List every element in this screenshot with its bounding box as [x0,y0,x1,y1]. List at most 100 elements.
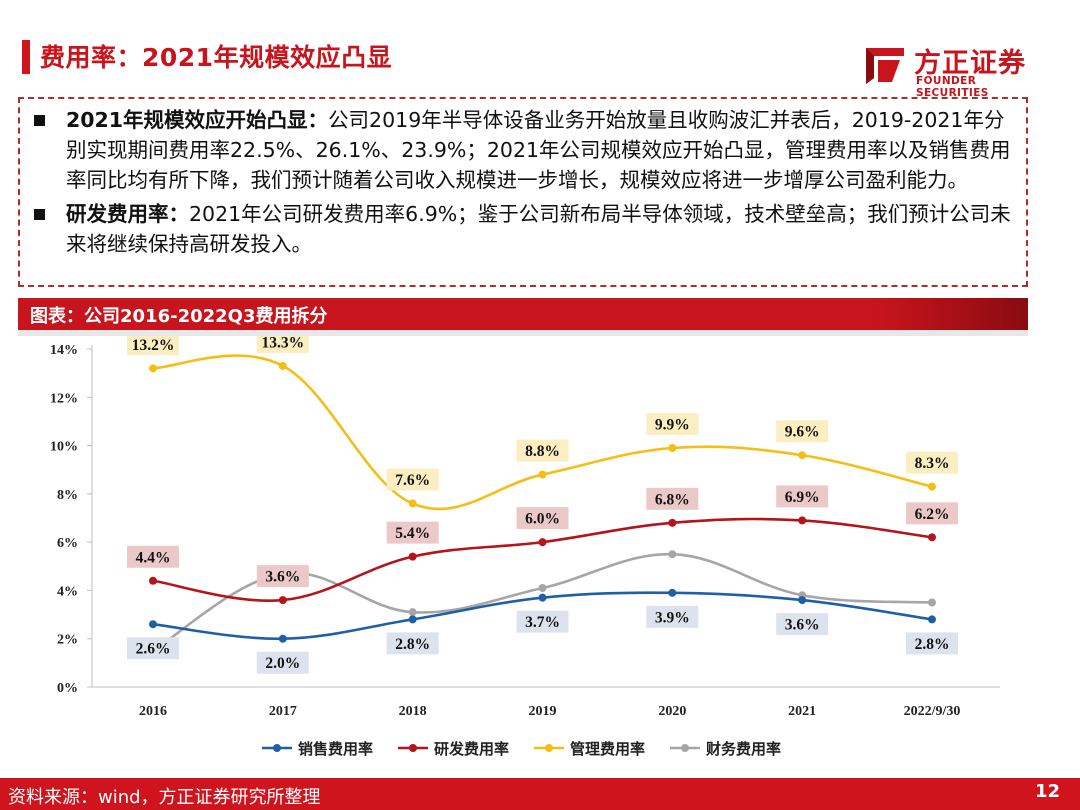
data-point-3 [408,608,417,617]
data-label-bg [256,565,309,588]
data-label: 3.6% [265,569,300,586]
data-point-2 [668,443,677,452]
data-label: 6.0% [525,511,560,528]
x-tick-label: 2016 [139,704,167,719]
data-label: 13.3% [262,336,305,351]
source-note: 资料来源：wind，方正证券研究所整理 [8,787,321,808]
data-label: 6.9% [785,489,820,506]
logo-text-cn: 方正证券 [914,48,1026,79]
data-point-3 [538,584,547,593]
chart-title: 图表：公司2016-2022Q3费用拆分 [30,306,328,327]
summary-bullet-scale-effect: 2021年规模效应开始凸显：公司2019年半导体设备业务开始放量且收购波汇并表后… [32,105,1016,195]
legend-marker [273,744,281,752]
data-point-0 [278,634,287,643]
legend-label: 销售费用率 [298,740,373,758]
x-tick-label: 2022/9/30 [904,704,961,719]
y-tick-label: 2% [57,633,78,648]
logo-text-en: FOUNDER SECURITIES [916,75,989,99]
data-point-1 [149,576,157,585]
data-point-1 [798,516,807,525]
y-tick-label: 8% [57,488,78,503]
data-label-bg [386,521,439,544]
bullet-text: 公司2019年半导体设备业务开始放量且收购波汇并表后，2019-2021年分别实… [66,108,1011,192]
data-point-0 [538,593,547,602]
data-label: 3.6% [785,617,820,634]
data-point-0 [408,615,417,624]
x-tick-label: 2018 [399,704,427,719]
y-tick-label: 4% [57,584,78,599]
data-point-0 [928,615,936,624]
data-label-bg [776,420,829,443]
data-point-0 [149,620,157,629]
data-label-bg [516,439,569,462]
data-label: 4.4% [136,549,171,566]
data-label-bg [127,637,179,660]
data-label: 2.6% [136,641,171,658]
footer-bar: 资料来源：wind，方正证券研究所整理 12 [0,778,1080,810]
data-label: 6.2% [915,506,950,523]
y-tick-label: 10% [50,440,78,455]
data-point-3 [928,598,936,607]
data-label: 8.3% [915,455,950,472]
data-label-bg [386,632,439,655]
bullet-text: 2021年公司研发费用率6.9%；鉴于公司新布局半导体领域，技术壁垒高；我们预计… [66,202,1011,256]
page-number: 12 [1034,781,1060,802]
page-title: 费用率：2021年规模效应凸显 [40,43,393,72]
x-tick-label: 2020 [658,704,686,719]
x-tick-label: 2017 [269,704,297,719]
summary-box: 2021年规模效应开始凸显：公司2019年半导体设备业务开始放量且收购波汇并表后… [18,97,1028,287]
data-label: 8.8% [525,443,560,460]
bullet-square-icon [34,209,45,220]
data-label-bg [646,487,699,510]
bullet-heading: 2021年规模效应开始凸显： [66,108,329,132]
data-point-2 [928,482,936,491]
y-tick-label: 14% [50,343,78,358]
data-point-2 [408,499,417,508]
data-point-1 [278,596,287,605]
data-label: 3.9% [655,609,690,626]
x-tick-label: 2019 [529,704,557,719]
bullet-square-icon [34,115,45,126]
data-label: 5.4% [395,525,430,542]
data-label-bg [646,605,699,628]
data-label-bg [386,468,439,491]
y-tick-label: 12% [50,391,78,406]
data-point-2 [149,364,157,373]
data-label: 9.6% [785,424,820,441]
data-point-2 [278,361,287,370]
data-label-bg [256,336,309,353]
legend-label: 管理费用率 [570,740,645,758]
data-label: 3.7% [525,614,560,631]
data-point-0 [798,596,807,605]
expense-ratio-chart: 0% 2% 4% 6% 8% 10% 12% 14% 2016 2017 2018 2019 2020 2… [50,336,1000,758]
chart-header: 图表：公司2016-2022Q3费用拆分 [18,298,1028,330]
data-label-bg [906,451,958,474]
legend-marker [681,744,689,752]
data-label-bg [906,632,958,655]
founder-logo: 方正证券 FOUNDER SECURITIES [862,44,1052,99]
data-point-1 [928,533,936,542]
legend-label: 研发费用率 [434,740,509,758]
data-point-1 [538,538,547,547]
data-point-2 [538,470,547,479]
data-point-1 [668,518,677,527]
legend-label: 财务费用率 [706,740,781,758]
data-label: 2.8% [915,636,950,653]
x-tick-label: 2021 [788,704,816,719]
data-label-bg [646,412,699,435]
data-point-3 [668,550,677,559]
data-label: 7.6% [395,472,430,489]
data-label-bg [776,613,829,636]
data-label-bg [127,336,179,356]
data-label: 9.9% [655,416,690,433]
legend-marker [409,744,417,752]
y-tick-label: 6% [57,536,78,551]
data-label: 13.2% [132,337,175,354]
data-point-1 [408,552,417,561]
data-label-bg [906,502,958,525]
data-label-bg [516,610,569,633]
chart-header-shadow [18,330,1028,336]
bullet-heading: 研发费用率： [66,202,189,226]
founder-logo-icon [866,48,904,84]
summary-bullet-rd: 研发费用率：2021年公司研发费用率6.9%；鉴于公司新布局半导体领域，技术壁垒… [32,199,1016,259]
